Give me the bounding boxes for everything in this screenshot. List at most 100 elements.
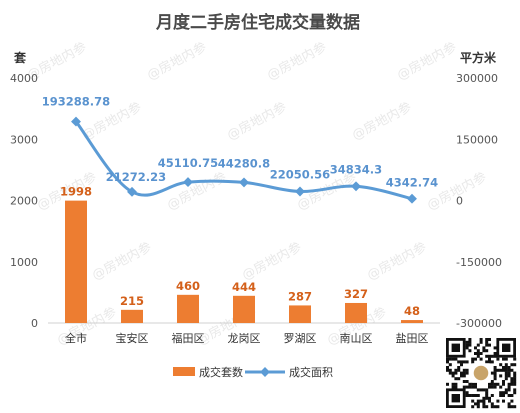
qr-module xyxy=(457,377,461,381)
qr-module xyxy=(493,377,497,381)
category-label: 宝安区 xyxy=(116,331,149,345)
qr-module xyxy=(499,374,503,378)
line-point-6 xyxy=(407,193,417,204)
qr-module xyxy=(493,371,497,375)
category-label: 罗湖区 xyxy=(284,332,317,345)
qr-module xyxy=(507,382,511,386)
qr-module xyxy=(446,366,449,369)
qr-module xyxy=(468,338,472,341)
qr-module xyxy=(465,368,469,372)
qr-module xyxy=(499,363,503,367)
legend-bar-label: 成交套数 xyxy=(199,365,243,379)
watermark-text: @房地内参 xyxy=(144,39,209,84)
qr-module xyxy=(493,405,497,409)
qr-module xyxy=(462,385,466,389)
qr-finder-core xyxy=(451,394,460,403)
qr-module xyxy=(507,366,511,369)
qr-module xyxy=(513,388,517,392)
qr-module xyxy=(476,343,480,347)
qr-module xyxy=(465,346,469,350)
qr-module xyxy=(485,394,489,397)
qr-module xyxy=(479,338,483,341)
qr-module xyxy=(485,349,489,353)
qr-module xyxy=(510,394,514,397)
qr-module xyxy=(485,354,489,358)
line-value-label: 45110.75 xyxy=(158,156,218,170)
right-tick-label: 0 xyxy=(456,195,463,208)
qr-module xyxy=(507,371,511,375)
line-point-3 xyxy=(239,177,249,188)
legend-line-marker xyxy=(260,367,270,377)
qr-module xyxy=(499,385,503,389)
watermark-text: @房地内参 xyxy=(239,239,304,284)
qr-module xyxy=(493,385,497,389)
qr-module xyxy=(490,382,494,386)
qr-module xyxy=(468,385,472,389)
qr-module xyxy=(485,343,489,347)
watermark-text: @房地内参 xyxy=(349,99,414,144)
qr-module xyxy=(490,394,494,397)
qr-module xyxy=(460,374,463,378)
qr-module xyxy=(468,382,472,386)
qr-module xyxy=(490,385,494,389)
qr-module xyxy=(482,388,486,392)
legend-line-label: 成交面积 xyxy=(289,365,333,379)
watermark-text: @房地内参 xyxy=(264,39,329,84)
qr-module xyxy=(479,352,483,355)
bar-value-label: 460 xyxy=(176,279,200,293)
watermark-text: @房地内参 xyxy=(224,99,289,144)
qr-module xyxy=(496,405,500,409)
qr-module xyxy=(499,394,503,397)
legend-bar-swatch xyxy=(173,367,195,376)
qr-module xyxy=(502,357,505,361)
bar-4 xyxy=(289,305,311,323)
qr-module xyxy=(448,363,452,367)
watermark-text: @房地内参 xyxy=(364,239,429,284)
watermark-text: @房地内参 xyxy=(89,239,154,284)
qr-finder-core xyxy=(502,343,511,352)
qr-module xyxy=(454,377,458,381)
left-tick-label: 0 xyxy=(31,317,38,330)
qr-module xyxy=(476,394,480,397)
qr-module xyxy=(502,368,505,372)
qr-module xyxy=(507,374,511,378)
qr-module xyxy=(479,399,483,403)
qr-module xyxy=(507,388,511,392)
qr-module xyxy=(468,343,472,347)
category-label: 盐田区 xyxy=(396,332,429,345)
qr-module xyxy=(454,371,458,375)
qr-module xyxy=(496,382,500,386)
qr-module xyxy=(482,346,486,350)
bar-value-label: 327 xyxy=(344,287,368,301)
bar-value-label: 48 xyxy=(404,304,420,318)
qr-module xyxy=(488,338,491,341)
left-tick-label: 3000 xyxy=(10,133,38,146)
qr-module xyxy=(485,391,489,395)
qr-module xyxy=(493,354,497,358)
line-point-1 xyxy=(127,186,137,197)
qr-module xyxy=(457,368,461,372)
qr-module xyxy=(457,360,461,364)
bar-value-label: 444 xyxy=(232,280,256,294)
qr-module xyxy=(465,380,469,383)
bar-2 xyxy=(177,294,199,323)
qr-module xyxy=(488,382,491,386)
qr-module xyxy=(496,357,500,361)
qr-module xyxy=(462,368,466,372)
qr-module xyxy=(513,391,517,395)
qr-module xyxy=(499,391,503,395)
qr-module xyxy=(504,363,508,367)
qr-module xyxy=(510,380,514,383)
category-labels: 全市 宝安区 福田区 龙岗区 罗湖区 南山区 盐田区 xyxy=(65,331,429,345)
qr-module xyxy=(446,382,449,386)
qr-module xyxy=(507,405,511,409)
qr-module xyxy=(490,354,494,358)
qr-module xyxy=(485,396,489,400)
qr-module xyxy=(479,388,483,392)
left-tick-label: 4000 xyxy=(10,72,38,85)
qr-module xyxy=(460,363,463,367)
qr-module xyxy=(465,343,469,347)
qr-module xyxy=(488,396,491,400)
qr-module xyxy=(468,340,472,344)
